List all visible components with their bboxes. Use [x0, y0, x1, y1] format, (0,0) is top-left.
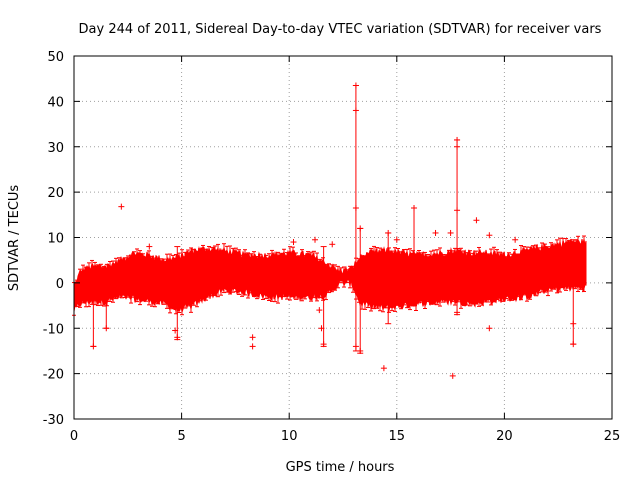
y-tick-labels: -30 -20 -10 0 10 20 30 40 50 [43, 50, 64, 428]
y-tick-label: 50 [47, 50, 64, 65]
grid [74, 56, 612, 419]
outlier-point [454, 143, 461, 150]
y-tick-label: 40 [47, 95, 64, 110]
outlier-points [90, 82, 577, 379]
x-tick-labels: 0 5 10 15 20 25 [70, 429, 620, 444]
error-bar-spikes [90, 84, 577, 354]
outlier-point [146, 243, 153, 250]
outlier-point [312, 236, 319, 243]
band-body [73, 238, 587, 313]
outlier-point [90, 343, 97, 350]
outlier-point [473, 217, 480, 224]
outlier-point [454, 136, 461, 143]
y-tick-label: -20 [43, 368, 64, 383]
outlier-point [454, 309, 461, 316]
outlier-point [570, 341, 577, 348]
y-axis-label: SDTVAR / TECUs [7, 185, 22, 292]
outlier-point [103, 325, 110, 332]
outlier-point [290, 239, 297, 246]
outlier-point [249, 343, 256, 350]
chart-title: Day 244 of 2011, Sidereal Day-to-day VTE… [79, 22, 602, 37]
outlier-point [432, 229, 439, 236]
y-tick-label: 10 [47, 232, 64, 247]
outlier-point [570, 320, 577, 327]
x-tick-label: 0 [70, 429, 78, 444]
x-axis-label: GPS time / hours [286, 460, 395, 475]
outlier-point [357, 347, 364, 354]
y-tick-label: 30 [47, 141, 64, 156]
outlier-point [449, 372, 456, 379]
outlier-point [393, 236, 400, 243]
outlier-point [320, 341, 327, 348]
outlier-point [486, 325, 493, 332]
outlier-point [318, 325, 325, 332]
outlier-point [118, 203, 125, 210]
outlier-point [486, 232, 493, 239]
outlier-point [411, 205, 418, 212]
y-tick-label: 0 [56, 277, 64, 292]
outlier-point [352, 82, 359, 89]
x-tick-label: 15 [389, 429, 406, 444]
outlier-point [385, 229, 392, 236]
outlier-point [249, 334, 256, 341]
outlier-point [512, 236, 519, 243]
outlier-point [380, 365, 387, 372]
outlier-point [352, 343, 359, 350]
outlier-point [352, 107, 359, 114]
data-band [72, 235, 587, 316]
outlier-point [329, 241, 336, 248]
ticks [73, 55, 613, 420]
x-tick-label: 5 [177, 429, 185, 444]
x-tick-label: 25 [604, 429, 621, 444]
y-tick-label: 20 [47, 186, 64, 201]
outlier-point [172, 327, 179, 334]
x-tick-label: 20 [496, 429, 513, 444]
outlier-point [447, 229, 454, 236]
outlier-point [352, 205, 359, 212]
outlier-point [357, 225, 364, 232]
outlier-point [316, 307, 323, 314]
outlier-point [454, 207, 461, 214]
x-tick-label: 10 [281, 429, 298, 444]
y-tick-label: -10 [43, 322, 64, 337]
outlier-point [174, 334, 181, 341]
y-tick-label: -30 [43, 413, 64, 428]
